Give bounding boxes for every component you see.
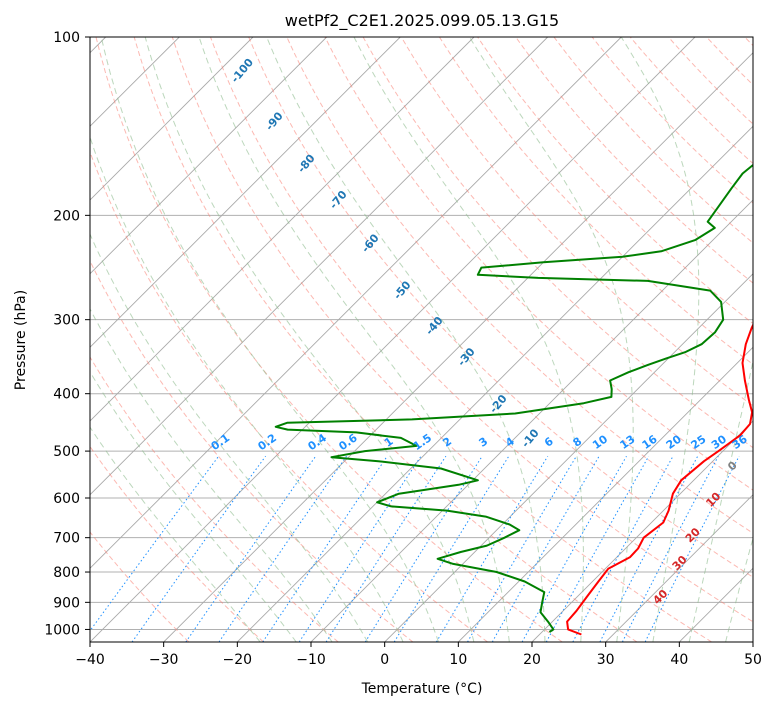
dry-adiabat-line [591,37,753,204]
chart-title: wetPf2_C2E1.2025.099.05.13.G15 [285,11,559,31]
y-tick-label: 600 [53,491,80,507]
dry-adiabat-line [90,531,190,642]
mixing-ratio-line [90,455,220,632]
dry-adiabat-line [210,37,753,623]
dry-adiabat-line [248,37,753,578]
x-axis-label: Temperature (°C) [361,681,483,697]
isotherm-line [90,37,254,201]
y-tick-label: 400 [53,387,80,403]
dry-adiabat-line [477,37,753,325]
y-tick-label: 100 [53,30,80,46]
x-tick-label: −40 [75,652,105,668]
profile-lines [274,163,753,636]
dry-adiabat-line [400,37,753,407]
isotherm-line [384,273,753,642]
moist-adiabat-line [688,358,753,642]
x-tick-label: 10 [449,652,467,668]
mixing-ratio-line [185,455,317,642]
mixing-ratio-line [262,455,388,642]
isotherm-line [163,52,753,642]
moist-adiabat-line [90,426,261,642]
y-tick-label: 200 [53,208,80,224]
isotherm-line [90,37,622,569]
y-axis-label: Pressure (hPa) [13,290,29,390]
x-tick-label: −30 [149,652,179,668]
mixing-ratio-line [644,455,740,642]
isotherm-line [90,37,549,496]
mixing-ratio-line [521,455,627,642]
moist-adiabat-line [725,536,753,642]
isotherm-line [531,420,753,642]
dry-adiabat-line [324,37,753,491]
dry-adiabat-line [95,37,563,642]
moist-adiabat-line [620,37,700,642]
isotherm-line [90,37,328,275]
mixing-ratio-line [467,455,577,642]
mixing-ratio-line [393,455,510,642]
y-tick-label: 700 [53,531,80,547]
dry-adiabat-line [362,37,753,449]
moist-adiabat-line [144,37,475,642]
x-tick-label: 40 [670,652,688,668]
axis-ticks: −40 −30 −20 −10 0 10 20 30 40 50 100 200 300 400 500 60… [44,30,762,668]
moist-adiabat-line [353,37,584,642]
dewpoint-line [274,163,753,633]
isotherm-line [90,37,696,642]
isotherm-line [457,346,753,642]
mixing-ratio-line [131,455,267,642]
dry-adiabat-line [90,356,339,642]
y-tick-label: 300 [53,313,80,329]
y-tick-label: 500 [53,444,80,460]
mixing-ratio-line [435,455,549,642]
x-tick-label: 0 [380,652,389,668]
dry-adiabat-line [286,37,753,534]
temperature-line [566,322,753,636]
moist-adiabat-line [90,308,333,642]
y-tick-label: 800 [53,565,80,581]
dry-adiabat-line [438,37,753,365]
plot-frame [89,36,754,643]
dry-adiabat-line [553,37,753,244]
y-tick-label: 1000 [44,622,80,638]
x-tick-label: 50 [744,652,762,668]
moist-adiabat-line [90,135,404,642]
dry-adiabat-line [90,259,414,642]
isotherm-line [90,37,475,422]
moist-adiabat-line [100,37,439,642]
y-tick-label: 900 [53,595,80,611]
x-tick-label: 30 [597,652,615,668]
isotherm-line [605,494,753,642]
isotherm-line [236,125,753,642]
mixing-ratio-line [218,455,347,642]
moist-adiabat-line [90,232,369,642]
x-tick-label: −20 [223,652,253,668]
moist-adiabat-line [198,37,510,642]
moist-adiabat-line [90,370,297,642]
x-tick-label: 20 [523,652,541,668]
dry-adiabat-line [171,37,712,642]
mixing-ratio-line [545,455,650,642]
isotherm-line [90,37,401,348]
x-tick-label: −10 [296,652,326,668]
dry-adiabat-line [90,150,488,642]
